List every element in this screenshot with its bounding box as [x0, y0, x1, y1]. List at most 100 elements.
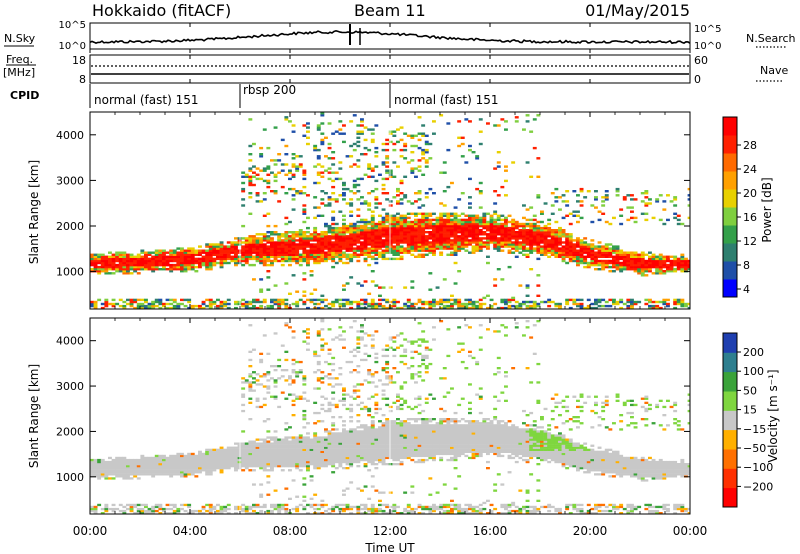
velocity-cell — [295, 360, 300, 364]
power-cell — [486, 233, 490, 236]
power-cell — [561, 253, 566, 256]
power-cell — [309, 239, 314, 242]
velocity-cell — [223, 456, 228, 460]
velocity-cell — [126, 471, 130, 474]
power-cell — [522, 239, 526, 242]
power-cell — [414, 167, 418, 170]
power-cell — [115, 259, 120, 263]
velocity-cell — [363, 442, 368, 445]
power-cell — [414, 249, 418, 252]
velocity-cell — [302, 456, 307, 460]
power-cell — [288, 177, 292, 181]
power-cell — [244, 247, 249, 250]
velocity-cell — [363, 452, 368, 456]
velocity-cell — [338, 507, 343, 511]
velocity-cell — [280, 465, 285, 468]
power-cell — [453, 226, 458, 230]
power-cell — [511, 237, 516, 240]
velocity-cell — [370, 444, 375, 447]
velocity-cell — [219, 463, 224, 466]
power-cell — [385, 148, 390, 152]
power-cell — [284, 153, 289, 156]
power-cell — [439, 237, 444, 240]
velocity-cell — [183, 465, 188, 468]
power-cell — [388, 132, 393, 135]
power-cell — [612, 270, 616, 273]
power-cell — [615, 247, 620, 250]
velocity-cell — [349, 456, 354, 460]
velocity-cell — [277, 505, 282, 509]
power-cell — [295, 233, 300, 236]
velocity-cell — [284, 509, 289, 513]
velocity-cell — [183, 475, 188, 478]
power-cell — [126, 261, 130, 265]
power-cell — [522, 229, 526, 232]
power-cell — [90, 255, 94, 258]
power-cell — [554, 253, 559, 256]
power-cell — [273, 231, 278, 234]
velocity-cell — [255, 450, 260, 453]
power-cell — [352, 237, 357, 240]
velocity-cell — [115, 471, 120, 474]
power-cell — [396, 194, 400, 197]
velocity-cell — [248, 469, 253, 472]
power-cell — [460, 220, 465, 224]
power-cell — [144, 265, 148, 269]
power-cell — [334, 231, 339, 234]
power-cell — [565, 245, 570, 248]
velocity-cell — [374, 463, 379, 466]
power-cell — [414, 237, 418, 240]
power-cell — [543, 245, 548, 248]
power-cell — [90, 253, 94, 256]
velocity-cell — [244, 463, 249, 466]
power-cell — [414, 134, 418, 137]
power-cell — [504, 298, 508, 302]
velocity-cell — [111, 467, 116, 470]
power-cell — [594, 302, 598, 306]
power-cell — [126, 298, 130, 302]
power-cell — [406, 247, 411, 250]
power-cell — [216, 298, 220, 302]
power-cell — [464, 306, 469, 309]
velocity-cell — [284, 512, 289, 514]
velocity-cell — [237, 444, 242, 447]
power-cell — [352, 185, 357, 189]
power-cell — [658, 270, 663, 273]
power-cell — [662, 298, 667, 302]
power-cell — [507, 265, 512, 269]
power-cell — [212, 249, 217, 252]
power-cell — [313, 288, 318, 291]
power-cell — [345, 235, 350, 238]
velocity-cell — [291, 479, 296, 482]
velocity-cell — [270, 503, 274, 507]
power-cell — [370, 224, 375, 228]
velocity-cell — [241, 452, 246, 456]
power-cell — [558, 208, 562, 211]
power-cell — [352, 163, 357, 166]
nave-label: Nave — [760, 64, 788, 77]
power-cell — [651, 259, 656, 263]
velocity-cell — [374, 444, 379, 447]
power-cell — [403, 233, 408, 236]
power-cell — [259, 251, 264, 254]
power-cell — [266, 181, 271, 185]
power-cell — [640, 251, 645, 254]
power-cell — [457, 306, 462, 309]
power-cell — [255, 249, 260, 252]
power-cell — [518, 233, 523, 236]
power-cell — [216, 255, 220, 258]
power-cell — [208, 255, 213, 258]
velocity-cell — [370, 440, 375, 443]
velocity-cell — [212, 450, 217, 453]
velocity-cell — [266, 469, 271, 472]
power-cell — [129, 263, 134, 267]
power-cell — [514, 226, 519, 230]
velocity-cell — [270, 460, 274, 464]
velocity-cell — [252, 448, 256, 451]
power-cell — [543, 241, 548, 244]
velocity-cell — [266, 444, 271, 447]
velocity-cell — [234, 507, 238, 511]
power-cell — [237, 239, 242, 242]
power-cell — [115, 270, 120, 273]
